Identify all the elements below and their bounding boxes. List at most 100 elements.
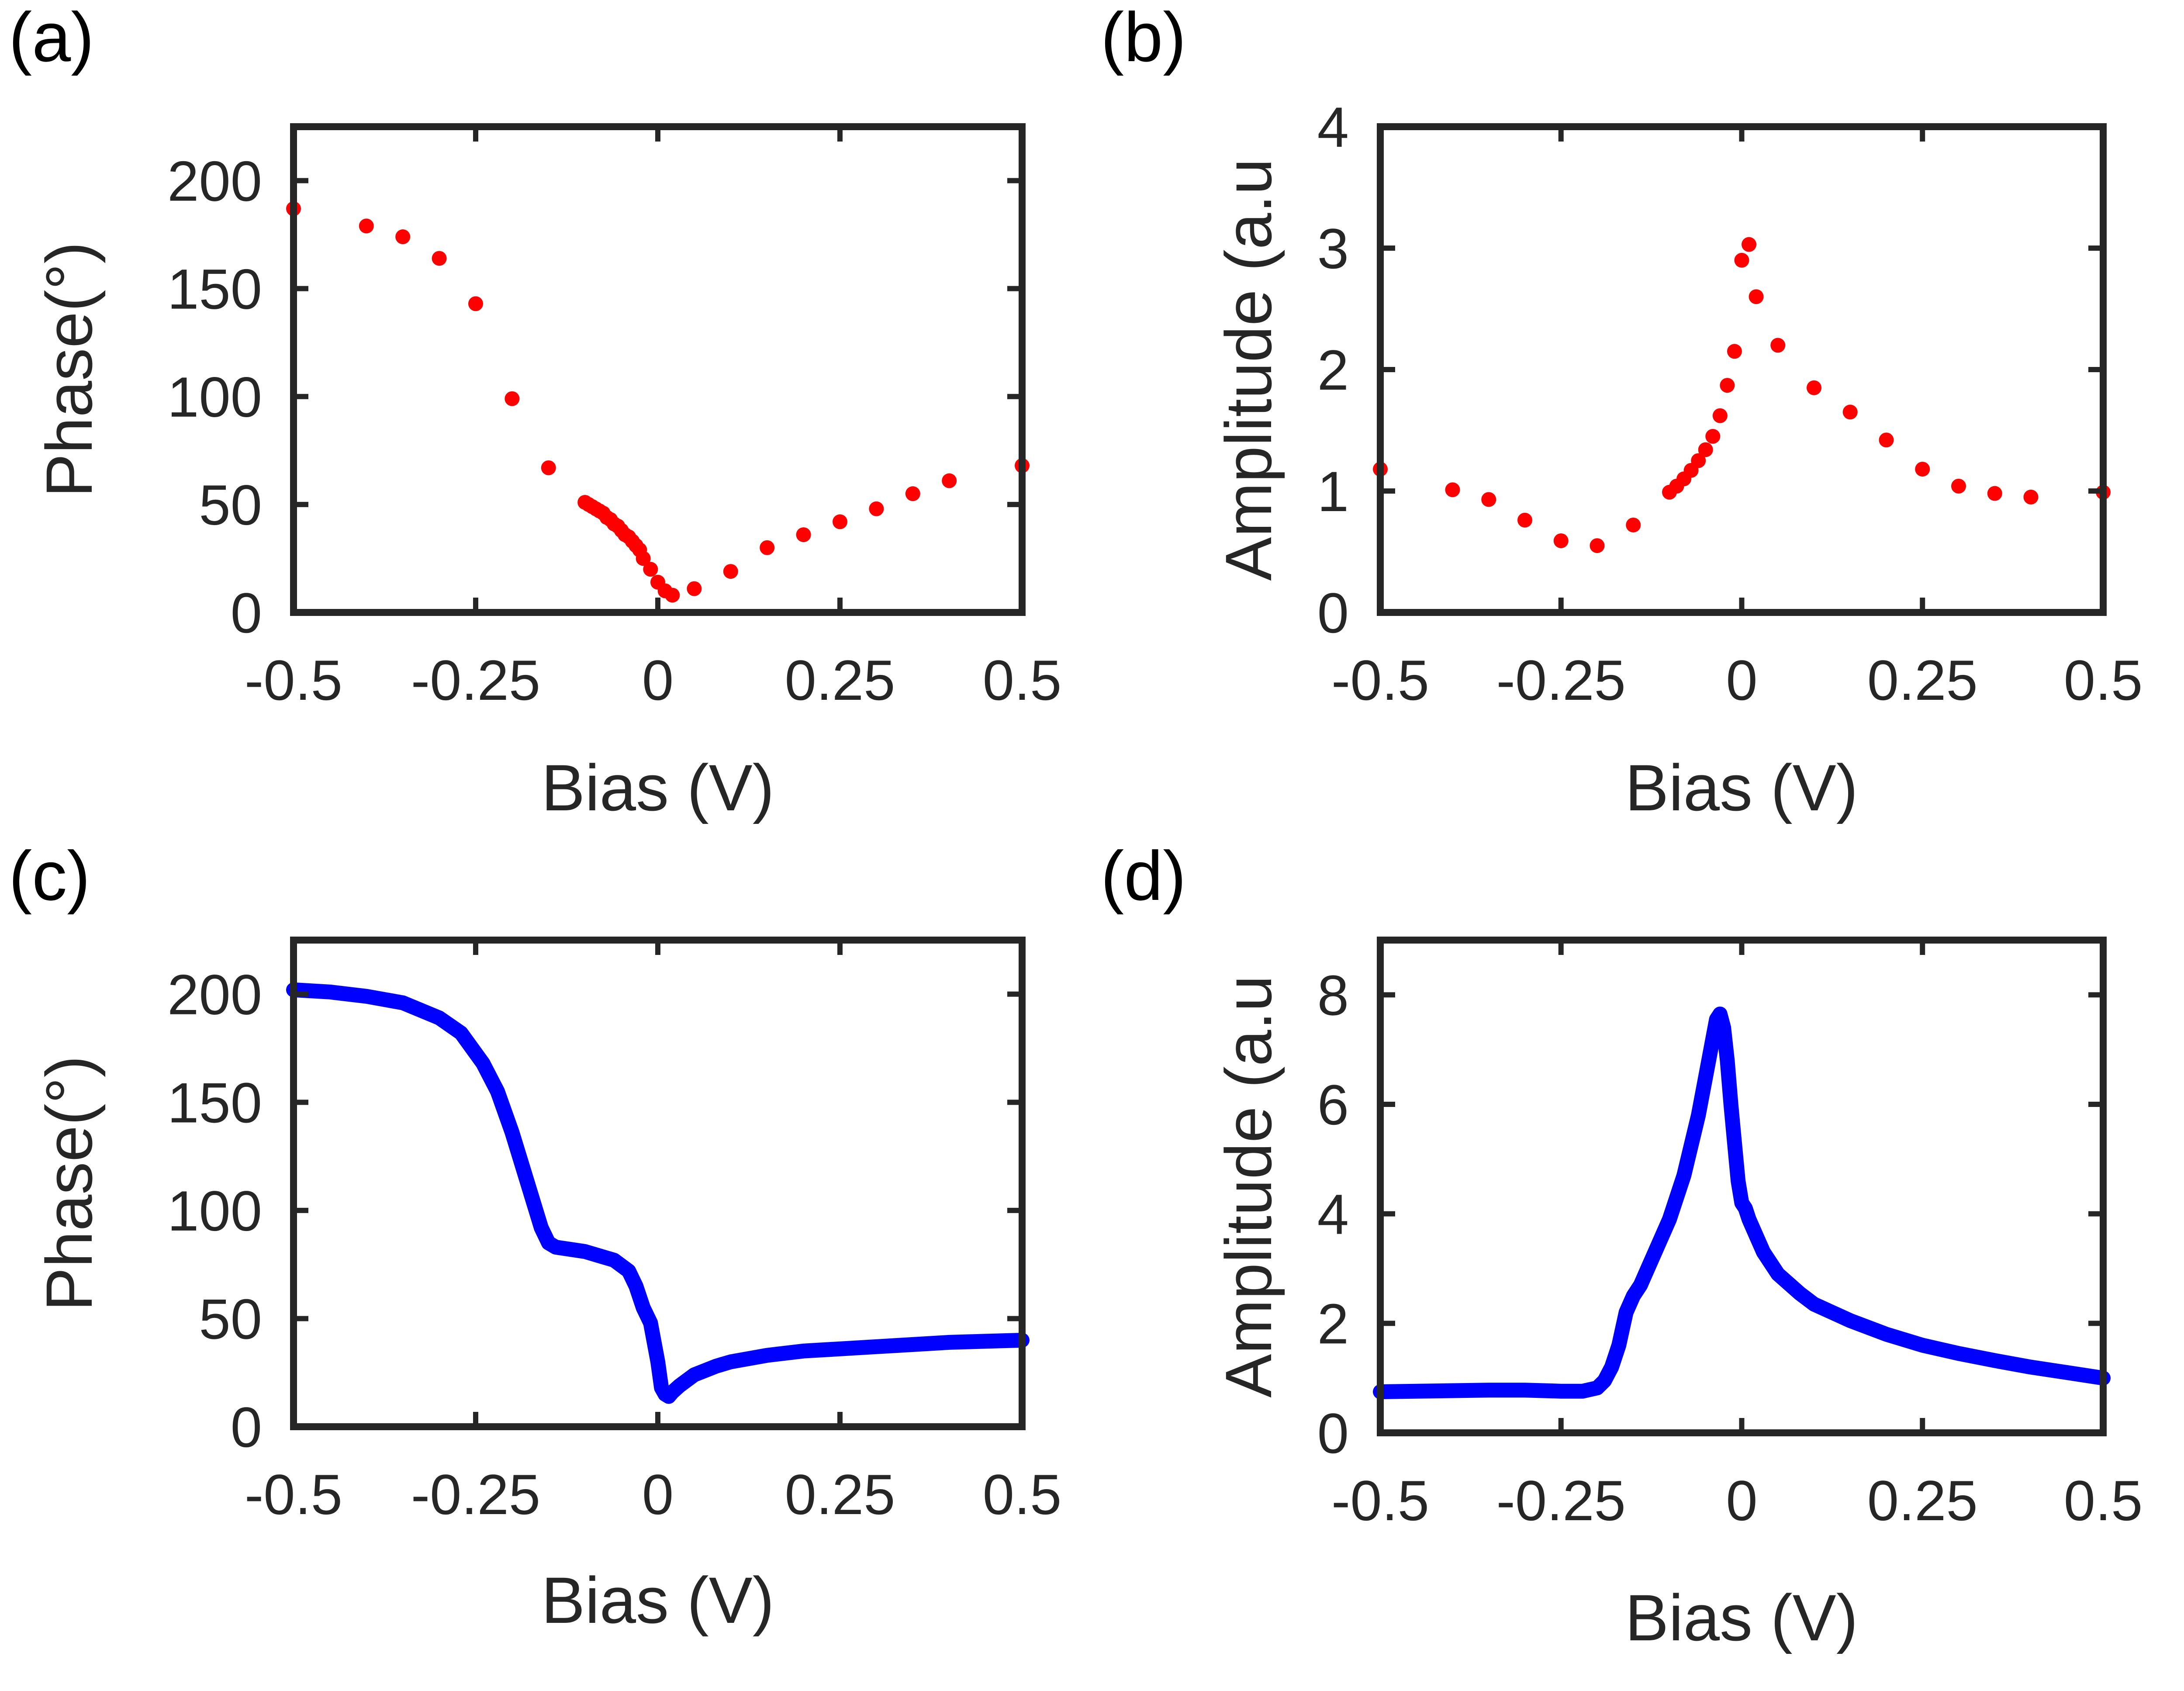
panel-a: (a) -0.5 -0.25 0 0.25 0.5 0 50 100 150 200 Bias (… bbox=[9, 0, 1061, 824]
panel-b-ytick-label: 1 bbox=[1317, 460, 1349, 523]
panel-c-xlabel: Bias (V) bbox=[541, 1563, 774, 1637]
panel-c-xtick-label: 0 bbox=[642, 1463, 674, 1526]
panel-a-xtick-label: -0.25 bbox=[411, 648, 540, 712]
panel-b-ticks: -0.5 -0.25 0 0.25 0.5 0 1 2 3 4 bbox=[1317, 95, 2143, 712]
panel-b-point bbox=[1720, 378, 1735, 393]
panel-b-point bbox=[1481, 492, 1496, 507]
panel-a-frame bbox=[290, 123, 1026, 616]
panel-a-xtick-label: 0.25 bbox=[784, 648, 895, 712]
panel-b-point bbox=[1705, 429, 1721, 444]
panel-b-point bbox=[2023, 489, 2039, 505]
panel-a-xtick-label: 0.5 bbox=[983, 648, 1062, 712]
panel-b-point bbox=[1742, 237, 1757, 252]
panel-c-ticks: -0.5 -0.25 0 0.25 0.5 0 50 100 150 200 bbox=[167, 940, 1061, 1526]
panel-d: (d) -0.5 -0.25 0 0.25 0.5 0 2 4 6 8 Bias (V) Ampl… bbox=[1101, 837, 2143, 1654]
panel-label-c: (c) bbox=[9, 837, 90, 915]
panel-a-point bbox=[723, 564, 738, 579]
panel-b-xtick-label: 0.25 bbox=[1867, 648, 1978, 712]
panel-c-xtick-label: -0.25 bbox=[411, 1463, 540, 1526]
panel-b-xtick-label: 0.5 bbox=[2064, 648, 2143, 712]
panel-d-ytick-label: 4 bbox=[1317, 1183, 1349, 1246]
panel-c-xtick-label: 0.25 bbox=[784, 1463, 895, 1526]
panel-a-point bbox=[395, 229, 411, 245]
panel-b-xlabel: Bias (V) bbox=[1625, 751, 1858, 824]
panel-d-series-line bbox=[1373, 1006, 2111, 1399]
panel-d-xtick-label: 0.5 bbox=[2064, 1469, 2143, 1532]
panel-a-point bbox=[665, 588, 680, 603]
panel-b-point bbox=[1749, 289, 1764, 304]
panel-b-point bbox=[1712, 408, 1728, 423]
panel-b-point bbox=[1626, 517, 1641, 533]
panel-a-ytick-label: 100 bbox=[167, 365, 262, 429]
panel-a-point bbox=[905, 486, 920, 501]
panel-d-frame bbox=[1377, 937, 2107, 1436]
panel-a-xtick-label: 0 bbox=[642, 648, 674, 712]
panel-d-xlabel: Bias (V) bbox=[1625, 1581, 1858, 1654]
panel-d-xtick-label: 0 bbox=[1726, 1469, 1757, 1532]
panel-a-point bbox=[760, 540, 775, 555]
panel-d-xtick-label: -0.25 bbox=[1496, 1469, 1626, 1532]
panel-a-point bbox=[505, 391, 520, 406]
panel-a-point bbox=[636, 551, 651, 566]
panel-a-points bbox=[286, 201, 1030, 603]
panel-b-point bbox=[1734, 252, 1749, 268]
panel-b-point bbox=[1517, 512, 1532, 528]
panel-d-ytick-label: 8 bbox=[1317, 963, 1349, 1027]
panel-a-xlabel: Bias (V) bbox=[541, 751, 774, 824]
panel-b-point bbox=[1727, 344, 1742, 359]
panel-c-ytick-label: 150 bbox=[167, 1071, 262, 1134]
panel-a-point bbox=[359, 218, 374, 234]
panel-a-ytick-label: 150 bbox=[167, 257, 262, 321]
panel-b-point bbox=[1987, 486, 2002, 501]
panel-b-point bbox=[1951, 478, 1966, 494]
panel-c-ylabel: Phase(°) bbox=[32, 1055, 106, 1311]
panel-a-point bbox=[833, 514, 847, 529]
panel-c-series-line bbox=[286, 982, 1030, 1404]
panel-c-xtick-label: 0.5 bbox=[983, 1463, 1062, 1526]
panel-b-point bbox=[1915, 461, 1930, 477]
panel-b-ytick-label: 3 bbox=[1317, 217, 1349, 280]
panel-d-xtick-label: -0.5 bbox=[1331, 1469, 1429, 1532]
panel-d-xtick-label: 0.25 bbox=[1867, 1469, 1978, 1532]
panel-b-point bbox=[1807, 380, 1821, 395]
panel-a-ytick-label: 0 bbox=[231, 581, 262, 645]
panel-b-frame bbox=[1377, 123, 2107, 616]
panel-a-ytick-label: 50 bbox=[199, 473, 262, 537]
panel-b-ytick-label: 4 bbox=[1317, 95, 1349, 159]
panel-b-xtick-label: 0 bbox=[1726, 648, 1757, 712]
panel-c-ytick-label: 100 bbox=[167, 1179, 262, 1243]
panel-a-point bbox=[468, 296, 483, 311]
panel-a-xtick-label: -0.5 bbox=[245, 648, 342, 712]
panel-a-point bbox=[541, 460, 556, 475]
panel-b-point bbox=[1698, 442, 1713, 457]
panel-a-point bbox=[687, 581, 702, 596]
panel-c: (c) -0.5 -0.25 0 0.25 0.5 0 50 100 150 200 Bias (… bbox=[9, 837, 1061, 1637]
panel-b-ytick-label: 0 bbox=[1317, 581, 1349, 645]
panel-c-ytick-label: 50 bbox=[199, 1287, 262, 1351]
panel-a-ticks: -0.5 -0.25 0 0.25 0.5 0 50 100 150 200 bbox=[167, 127, 1061, 712]
panel-c-frame bbox=[290, 937, 1026, 1430]
panel-c-ytick-label: 0 bbox=[231, 1395, 262, 1459]
panel-label-d: (d) bbox=[1101, 837, 1186, 915]
panel-a-ytick-label: 200 bbox=[167, 149, 262, 213]
panel-b-point bbox=[1691, 453, 1706, 468]
panel-b: (b) -0.5 -0.25 0 0.25 0.5 0 1 2 3 4 Bias (V) Ampl… bbox=[1101, 0, 2143, 824]
panel-b-point bbox=[1590, 538, 1605, 553]
panel-b-point bbox=[1842, 405, 1858, 420]
panel-a-ylabel: Phase(°) bbox=[32, 242, 106, 497]
panel-b-point bbox=[1770, 338, 1786, 353]
panel-a-point bbox=[643, 562, 658, 577]
panel-d-line bbox=[1373, 1006, 2111, 1399]
panel-b-ylabel: Amplitude (a.u bbox=[1212, 158, 1285, 581]
panel-b-ytick-label: 2 bbox=[1317, 338, 1349, 402]
panel-d-ytick-label: 2 bbox=[1317, 1292, 1349, 1356]
panel-d-ytick-label: 6 bbox=[1317, 1073, 1349, 1137]
panel-b-point bbox=[1879, 432, 1894, 448]
panel-a-point bbox=[942, 473, 957, 488]
panel-label-b: (b) bbox=[1101, 0, 1186, 76]
panel-d-ytick-label: 0 bbox=[1317, 1401, 1349, 1465]
panel-b-xtick-label: -0.5 bbox=[1331, 648, 1429, 712]
panel-label-a: (a) bbox=[9, 0, 94, 76]
panel-b-point bbox=[1445, 482, 1460, 498]
